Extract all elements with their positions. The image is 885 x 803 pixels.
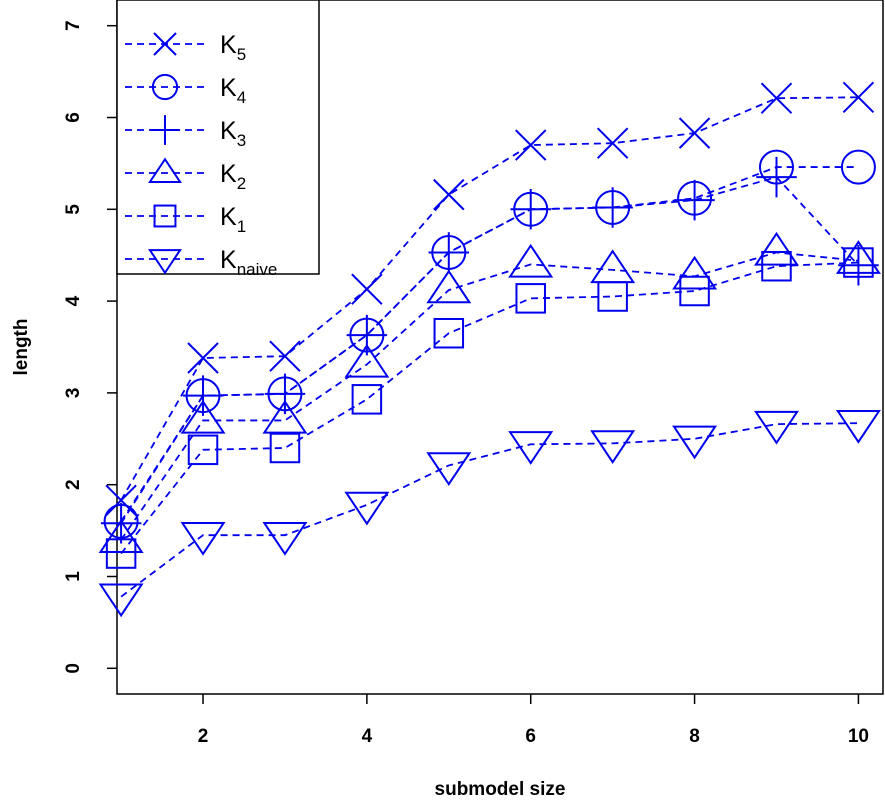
legend-item-k-1: K1 — [125, 203, 246, 236]
y-tick-label: 5 — [63, 204, 84, 215]
y-tick-label: 2 — [63, 479, 84, 490]
data-point — [98, 519, 144, 553]
data-point — [351, 273, 383, 305]
series-k-naive — [98, 410, 881, 618]
legend-marker — [153, 32, 177, 56]
data-point — [182, 375, 224, 416]
legend-item-k-3: K3 — [125, 115, 246, 150]
legend-label: K5 — [220, 31, 246, 64]
data-point — [433, 178, 465, 211]
data-point — [180, 399, 226, 434]
series-k-2 — [98, 231, 881, 553]
data-point — [756, 156, 797, 198]
data-point — [269, 340, 301, 372]
series-k-1 — [105, 247, 874, 569]
y-tick-label: 3 — [63, 388, 84, 399]
data-point — [510, 189, 551, 230]
legend-label: K3 — [220, 117, 246, 150]
legend: K5 K4 K3 K2 K1 Knaive — [116, 0, 320, 279]
data-point — [508, 243, 554, 278]
data-point — [840, 149, 876, 185]
x-tick-label: 4 — [362, 726, 373, 747]
data-point — [187, 434, 219, 466]
data-point — [590, 430, 636, 464]
y-tick-label: 6 — [63, 112, 84, 123]
data-point — [754, 410, 799, 445]
data-point — [262, 522, 308, 556]
data-point — [187, 342, 219, 374]
legend-item-k-2: K2 — [125, 157, 246, 193]
y-axis-title: length — [11, 319, 32, 376]
data-point — [842, 81, 875, 114]
x-tick-label: 6 — [525, 726, 536, 747]
data-point — [433, 317, 465, 349]
y-tick-label: 1 — [63, 571, 84, 582]
data-point — [428, 232, 470, 273]
legend-marker — [153, 204, 177, 228]
data-point — [264, 373, 306, 415]
legend-label: K4 — [220, 74, 246, 107]
data-point — [754, 231, 799, 266]
data-point — [597, 281, 628, 312]
data-point — [426, 269, 472, 304]
legend-marker — [148, 249, 182, 275]
series-line — [120, 261, 859, 555]
data-point — [592, 187, 633, 228]
data-point — [760, 82, 793, 114]
y-tick-label: 0 — [63, 663, 84, 674]
series-line — [120, 176, 860, 524]
data-point — [426, 452, 472, 486]
legend-label: Knaive — [220, 246, 277, 279]
data-point — [180, 522, 226, 556]
y-tick-label: 4 — [63, 295, 84, 306]
data-point — [515, 283, 546, 314]
data-point — [344, 491, 390, 526]
data-point — [105, 538, 137, 569]
legend-label: K2 — [220, 160, 246, 193]
x-axis-title: submodel size — [435, 779, 566, 800]
data-point — [351, 384, 383, 415]
legend-marker — [151, 73, 179, 101]
data-point — [269, 432, 301, 464]
legend-box — [116, 0, 320, 275]
series-k-5 — [105, 81, 875, 517]
legend-label: K1 — [220, 203, 246, 236]
data-point — [508, 431, 554, 465]
legend-item-k-naive: Knaive — [125, 246, 277, 279]
legend-marker — [150, 115, 180, 145]
series-k-3 — [100, 156, 879, 544]
data-point — [674, 179, 715, 221]
series-line — [120, 96, 859, 501]
data-point — [344, 343, 390, 378]
data-point — [515, 129, 547, 161]
series-line — [120, 251, 859, 541]
legend-marker — [148, 157, 182, 183]
data-point — [590, 249, 636, 284]
legend-item-k-4: K4 — [125, 73, 246, 107]
data-point — [98, 583, 144, 618]
x-tick-label: 2 — [198, 726, 209, 747]
data-point — [843, 247, 874, 278]
data-point — [835, 410, 881, 444]
plot-frame — [116, 0, 884, 695]
data-point — [672, 425, 718, 460]
x-tick-label: 8 — [689, 726, 700, 747]
data-point — [596, 127, 629, 159]
axes: 2 4 6 8 10 0 1 2 3 4 5 6 7 — [63, 20, 869, 747]
x-tick-label: 10 — [848, 726, 869, 747]
data-point — [105, 484, 137, 517]
data-point — [835, 240, 881, 274]
series-line — [120, 422, 859, 598]
data-point — [346, 314, 388, 356]
data-point — [100, 503, 142, 544]
series-layer — [98, 81, 881, 618]
data-point — [262, 399, 308, 434]
y-tick-label: 7 — [63, 20, 84, 31]
data-point — [672, 255, 718, 290]
data-point — [761, 250, 792, 282]
data-point — [678, 117, 711, 149]
data-point — [679, 275, 710, 307]
legend-item-k-5: K5 — [125, 31, 246, 64]
